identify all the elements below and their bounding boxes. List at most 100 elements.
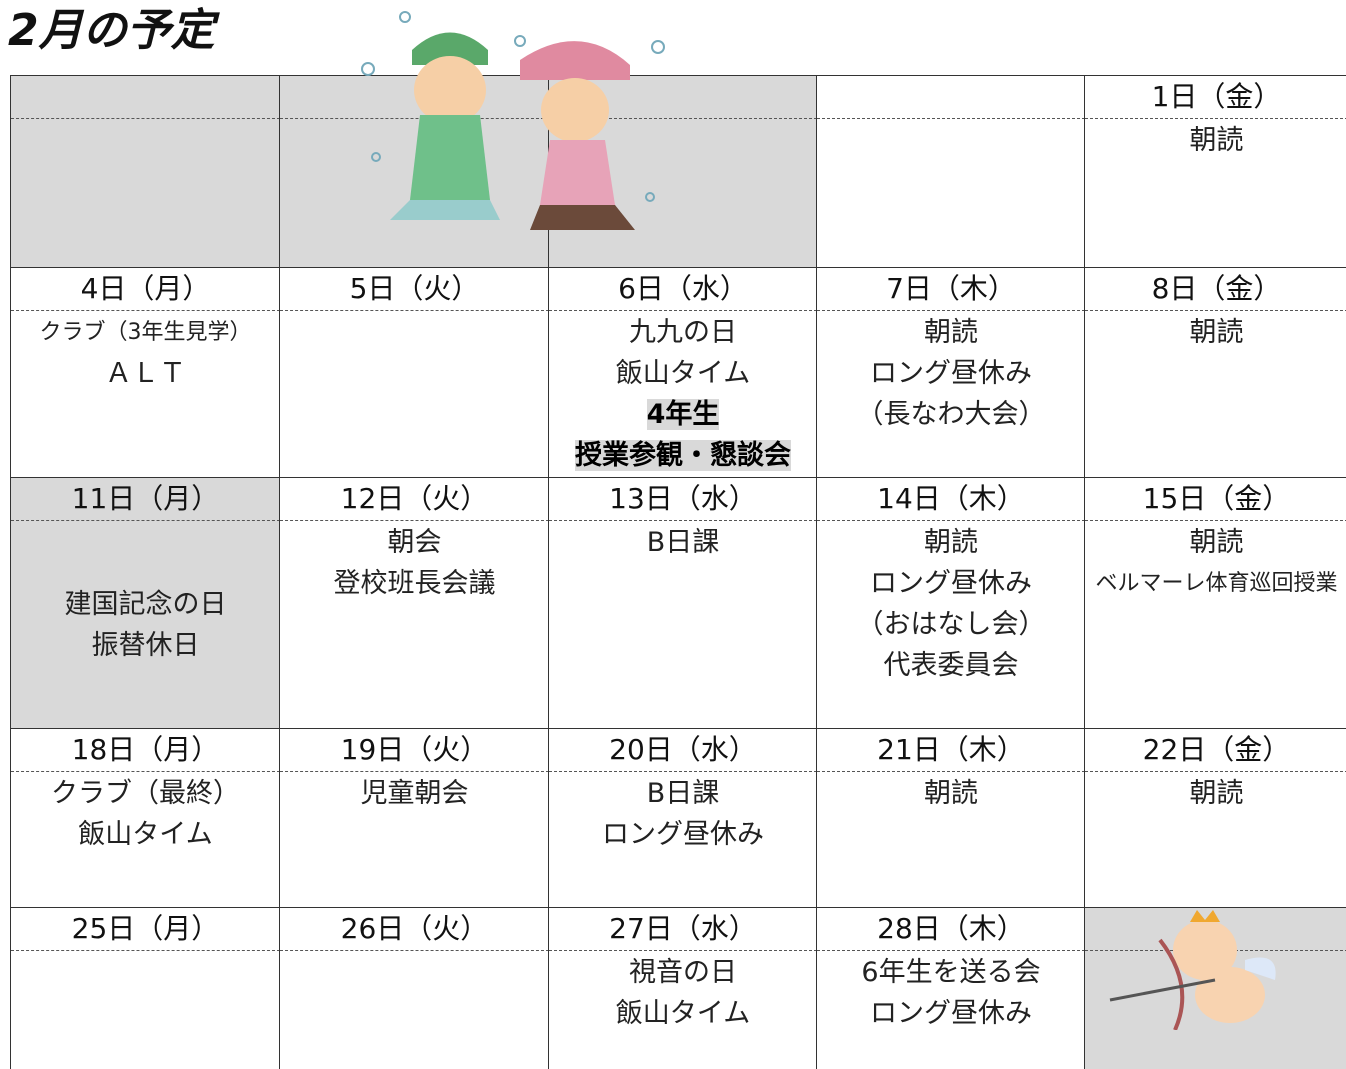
event-label: ベルマーレ体育巡回授業 <box>1095 571 1338 596</box>
day-header: 13日（水） <box>549 478 817 521</box>
event-text: 朝読 <box>817 774 1085 814</box>
day-cell: 12日（火） 朝会登校班長会議 <box>279 477 549 729</box>
event-text: 児童朝会 <box>280 774 549 814</box>
event-label: B日課 <box>646 778 720 809</box>
event-text: ベルマーレ体育巡回授業 <box>1085 564 1346 604</box>
event-label: 朝読 <box>1189 778 1244 809</box>
day-cell: 28日（木） 6年生を送る会 ロング昼休み <box>816 907 1085 1069</box>
event-text: B日課 <box>549 774 817 814</box>
day-cell: 5日（火） <box>279 267 549 478</box>
event-text: 朝読 <box>1085 121 1346 161</box>
event-text: 登校班長会議 <box>280 564 549 604</box>
event-text: 飯山タイム <box>549 994 817 1034</box>
event-label: ロング昼休み <box>870 568 1032 599</box>
event-label: 朝読 <box>1189 125 1244 156</box>
day-cell <box>10 75 280 268</box>
event-label: 授業参観・懇談会 <box>575 440 791 471</box>
event-label: 振替休日 <box>91 630 200 661</box>
event-label: 朝会 <box>387 527 442 558</box>
day-header: 26日（火） <box>280 908 549 951</box>
event-label: （長なわ大会） <box>856 399 1046 430</box>
day-header <box>11 76 280 119</box>
day-cell: 18日（月） クラブ（最終） 飯山タイム <box>10 728 280 908</box>
event-text: 視音の日 <box>549 953 817 993</box>
day-header: 11日（月） <box>11 478 280 521</box>
day-header: 1日（金） <box>1085 76 1346 119</box>
event-label: 児童朝会 <box>360 778 469 809</box>
event-text: ＡＬＴ <box>11 354 280 394</box>
event-text: ロング昼休み <box>549 815 817 855</box>
day-cell: 7日（木） 朝読ロング昼休み （長なわ大会） <box>816 267 1085 478</box>
event-text: 朝読 <box>817 313 1085 353</box>
event-label: 4年生 <box>646 399 720 430</box>
event-label: B日課 <box>646 527 720 558</box>
day-header: 12日（火） <box>280 478 549 521</box>
day-header: 14日（木） <box>817 478 1085 521</box>
kids-illustration <box>361 11 665 230</box>
event-label: 九九の日 <box>629 317 737 348</box>
day-cell: 15日（金） 朝読ベルマーレ体育巡回授業 <box>1084 477 1346 729</box>
page-title: 2月の予定 <box>8 5 215 56</box>
event-label: 飯山タイム <box>615 358 751 389</box>
event-label: 建国記念の日 <box>64 589 227 620</box>
day-header <box>549 76 817 119</box>
day-header: 27日（水） <box>549 908 817 951</box>
event-text: 飯山タイム <box>11 815 280 855</box>
event-text: 朝読 <box>1085 313 1346 353</box>
cupid-illustration <box>1109 910 1276 1030</box>
day-cell: 26日（火） <box>279 907 549 1069</box>
day-header: 7日（木） <box>817 268 1085 311</box>
event-text: 振替休日 <box>11 626 280 666</box>
event-text: ロング昼休み <box>817 994 1085 1034</box>
event-label: 視音の日 <box>629 957 737 988</box>
event-text: 6年生を送る会 <box>817 953 1085 993</box>
day-cell <box>816 75 1085 268</box>
day-cell: 13日（水） B日課 <box>548 477 817 729</box>
day-cell: 25日（月） <box>10 907 280 1069</box>
day-cell: 27日（水） 視音の日飯山タイム <box>548 907 817 1069</box>
event-label: （おはなし会） <box>856 609 1046 640</box>
event-text: ロング昼休み <box>817 354 1085 394</box>
event-label: 登校班長会議 <box>333 568 496 599</box>
day-cell: 11日（月） 建国記念の日 振替休日 <box>10 477 280 729</box>
day-header <box>280 76 549 119</box>
day-header: 8日（金） <box>1085 268 1346 311</box>
event-text: 朝読 <box>1085 523 1346 563</box>
day-header: 18日（月） <box>11 729 280 772</box>
event-label: クラブ（3年生見学） <box>39 320 252 345</box>
event-text: 建国記念の日 <box>11 585 280 625</box>
event-label: ロング昼休み <box>602 819 764 850</box>
event-label: 朝読 <box>1189 317 1244 348</box>
day-header: 15日（金） <box>1085 478 1346 521</box>
event-label: 6年生を送る会 <box>861 957 1041 988</box>
event-label: 飯山タイム <box>78 819 213 850</box>
event-text: （長なわ大会） <box>817 395 1085 435</box>
event-label: 朝読 <box>924 317 978 348</box>
event-label: 朝読 <box>924 778 978 809</box>
day-cell: 1日（金） 朝読 <box>1084 75 1346 268</box>
event-label: 飯山タイム <box>615 998 751 1029</box>
event-text: （おはなし会） <box>817 605 1085 645</box>
day-header: 19日（火） <box>280 729 549 772</box>
day-cell: 6日（水） 九九の日飯山タイム 4年生授業参観・懇談会 <box>548 267 817 478</box>
event-label: ロング昼休み <box>870 358 1032 389</box>
event-text: クラブ（最終） <box>11 774 280 814</box>
day-header: 25日（月） <box>11 908 280 951</box>
event-text: 代表委員会 <box>817 646 1085 686</box>
day-cell: 19日（火） 児童朝会 <box>279 728 549 908</box>
day-header: 6日（水） <box>549 268 817 311</box>
day-cell: 4日（月） クラブ（3年生見学） ＡＬＴ <box>10 267 280 478</box>
day-cell: 14日（木） 朝読ロング昼休み （おはなし会） 代表委員会 <box>816 477 1085 729</box>
event-text: 朝読 <box>817 523 1085 563</box>
event-text: 授業参観・懇談会 <box>549 436 817 476</box>
day-cell: 21日（木） 朝読 <box>816 728 1085 908</box>
event-label: ＡＬＴ <box>105 358 186 389</box>
event-text: 朝会 <box>280 523 549 563</box>
day-header <box>817 76 1085 119</box>
event-text: 九九の日 <box>549 313 817 353</box>
day-cell: 20日（水） B日課 ロング昼休み <box>548 728 817 908</box>
day-header: 4日（月） <box>11 268 280 311</box>
event-label: 朝読 <box>1189 527 1244 558</box>
event-text: 朝読 <box>1085 774 1346 814</box>
